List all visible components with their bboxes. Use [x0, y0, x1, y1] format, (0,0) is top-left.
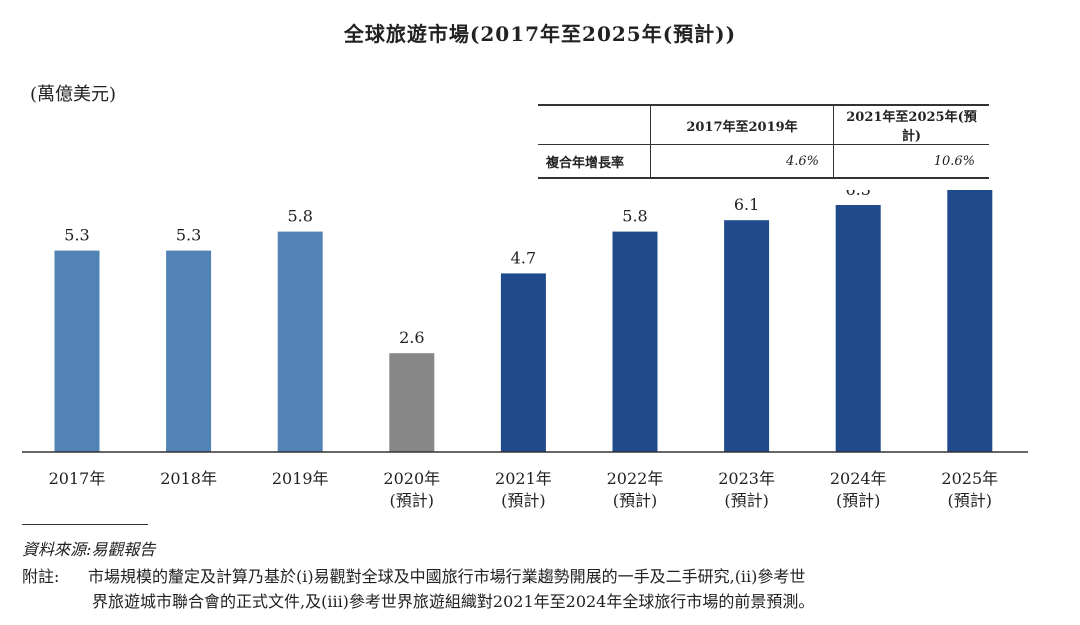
x-tick-sublabel-6: (預計) — [724, 491, 769, 510]
bar-8 — [947, 190, 993, 452]
value-label-5: 5.8 — [622, 207, 647, 226]
bar-1 — [166, 250, 212, 452]
value-label-2: 5.8 — [287, 207, 312, 226]
x-tick-sublabel-3: (預計) — [390, 491, 435, 510]
footnote-divider — [22, 524, 148, 525]
bar-5 — [612, 231, 658, 452]
value-label-1: 5.3 — [176, 226, 201, 245]
bar-0 — [54, 250, 100, 452]
cagr-header-blank — [538, 104, 651, 145]
bar-4 — [500, 273, 546, 452]
cagr-value-2: 10.6% — [833, 144, 989, 179]
x-tick-label-8: 2025年 — [941, 469, 998, 488]
value-label-0: 5.3 — [64, 226, 89, 245]
x-tick-sublabel-5: (預計) — [613, 491, 658, 510]
x-tick-sublabel-7: (預計) — [836, 491, 881, 510]
unit-label: (萬億美元) — [30, 84, 117, 105]
footnote-line-1: 市場規模的釐定及計算乃基於(i)易觀對全球及中國旅行市場行業趨勢開展的一手及二手… — [88, 567, 806, 586]
cagr-value-row: 複合年增長率 4.6% 10.6% — [538, 144, 989, 179]
x-tick-label-5: 2022年 — [607, 469, 664, 488]
x-tick-label-4: 2021年 — [495, 469, 552, 488]
x-tick-label-0: 2017年 — [49, 469, 106, 488]
value-label-3: 2.6 — [399, 328, 424, 347]
value-label-6: 6.1 — [734, 195, 759, 214]
cagr-value-1: 4.6% — [650, 144, 834, 179]
bar-chart: 5.3 2017年 5.3 2018年 5.8 2019年 2.6 2020年 (預計) 4.7 2… — [22, 190, 1028, 510]
value-label-7: 6.5 — [845, 190, 870, 199]
x-tick-sublabel-8: (預計) — [948, 491, 993, 510]
chart-title: 全球旅遊市場(2017年至2025年(預計)) — [343, 22, 737, 46]
x-tick-label-2: 2019年 — [272, 469, 329, 488]
x-tick-label-7: 2024年 — [830, 469, 887, 488]
x-tick-label-3: 2020年 — [383, 469, 440, 488]
footnote-line-2: 界旅遊城市聯合會的正式文件,及(iii)參考世界旅遊組織對2021年至2024年… — [92, 592, 815, 611]
footnote: 附註: 市場規模的釐定及計算乃基於(i)易觀對全球及中國旅行市場行業趨勢開展的一手… — [22, 564, 1062, 614]
bar-6 — [724, 220, 770, 452]
value-label-4: 4.7 — [511, 248, 536, 267]
cagr-row-label: 複合年增長率 — [538, 144, 651, 179]
bar-2 — [277, 231, 323, 452]
bar-7 — [835, 205, 881, 452]
cagr-header-period-2: 2021年至2025年(預計) — [833, 104, 989, 145]
x-tick-sublabel-4: (預計) — [501, 491, 546, 510]
bar-3 — [389, 353, 435, 452]
x-tick-label-1: 2018年 — [160, 469, 217, 488]
x-tick-label-6: 2023年 — [718, 469, 775, 488]
cagr-header-period-1: 2017年至2019年 — [650, 104, 834, 145]
cagr-header-row: 2017年至2019年 2021年至2025年(預計) — [538, 104, 989, 145]
footnote-label: 附註: — [22, 567, 60, 586]
source-note: 資料來源:易觀報告 — [22, 540, 156, 559]
cagr-table: 2017年至2019年 2021年至2025年(預計) 複合年增長率 4.6% … — [538, 104, 989, 179]
